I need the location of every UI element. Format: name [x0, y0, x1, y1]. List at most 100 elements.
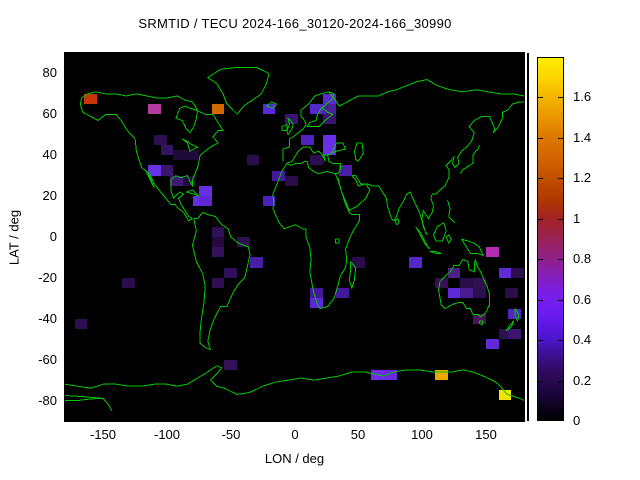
colorbar-tick-label: 0.6: [573, 292, 592, 307]
heatmap-cell: [323, 145, 336, 156]
coastline-path: [301, 92, 334, 127]
heatmap-cell: [160, 165, 174, 176]
colorbar-tick-mark: [538, 178, 543, 179]
heatmap-cell: [300, 134, 314, 145]
heatmap-cell: [485, 247, 499, 258]
heatmap-cell: [262, 104, 276, 115]
coastline-path: [182, 139, 197, 151]
heatmap-cell: [447, 267, 461, 278]
coastline-path: [433, 223, 446, 241]
coastline-path: [439, 259, 490, 316]
heatmap-cell: [211, 226, 225, 237]
heatmap-cell: [147, 165, 161, 176]
y-tick-label: -40: [38, 311, 57, 326]
heatmap-cell: [504, 288, 518, 299]
colorbar-tick-mark: [538, 219, 543, 220]
colorbar-tick-mark: [538, 97, 543, 98]
heatmap-cell: [284, 175, 298, 186]
heatmap-cell: [224, 359, 238, 370]
coastline-path: [448, 200, 456, 222]
x-tick-label: -150: [89, 427, 117, 442]
heatmap-cell: [434, 369, 448, 381]
x-tick-label: 0: [291, 427, 299, 442]
y-tick-label: 80: [42, 65, 57, 80]
coastline-path: [65, 366, 524, 401]
heatmap-cell: [460, 288, 474, 299]
colorbar-tick-mark: [558, 219, 563, 220]
colorbar-tick-mark: [558, 97, 563, 98]
y-tick-label: 60: [42, 106, 57, 121]
colorbar-tick-mark: [558, 138, 563, 139]
y-tick-label: 40: [42, 147, 57, 162]
heatmap-cell: [498, 390, 512, 401]
heatmap-cell: [498, 267, 512, 278]
heatmap-cell: [498, 329, 512, 340]
colorbar-tick-mark: [538, 300, 543, 301]
coastline-path: [328, 143, 346, 155]
heatmap-cell: [310, 104, 324, 115]
heatmap-cell: [447, 288, 461, 299]
coastline-path: [446, 235, 451, 243]
colorbar-tick-mark: [538, 138, 543, 139]
heatmap-cell: [473, 313, 486, 324]
x-tick-label: 50: [350, 427, 366, 442]
y-tick-label: -20: [38, 270, 57, 285]
colorbar-tick-label: 0.4: [573, 332, 592, 347]
heatmap-cell: [272, 170, 285, 181]
heatmap-cell: [508, 329, 521, 340]
colorbar-tick-mark: [538, 259, 543, 260]
colorbar-tick-label: 0.8: [573, 251, 592, 266]
heatmap-cell: [237, 237, 250, 248]
colorbar-tick-mark: [558, 178, 563, 179]
coastline-path: [287, 118, 293, 134]
coastline-path: [329, 80, 524, 107]
colorbar-gradient: [537, 57, 564, 421]
heatmap-cell: [473, 288, 486, 299]
colorbar-tick-label: 1.6: [573, 89, 592, 104]
heatmap-cell: [323, 134, 336, 145]
heatmap-cell: [186, 150, 199, 161]
coastline-path: [354, 143, 363, 161]
heatmap-cell: [323, 114, 336, 125]
coastline-path: [80, 92, 223, 219]
coastline-path: [65, 399, 101, 401]
heatmap-cell: [211, 247, 225, 258]
x-tick-label: -50: [221, 427, 241, 442]
coastline-path: [208, 67, 269, 114]
coastline-path: [479, 321, 483, 325]
heatmap-cell: [211, 237, 225, 248]
y-tick-label: 0: [49, 229, 57, 244]
heatmap-cell: [173, 150, 187, 161]
colorbar-tick-mark: [538, 340, 543, 341]
colorbar-tick-mark: [558, 381, 563, 382]
heatmap-cell: [409, 257, 423, 268]
coastline-path: [145, 170, 154, 188]
heatmap-cell: [224, 267, 238, 278]
heatmap-cell: [473, 277, 486, 289]
heatmap-cell: [154, 134, 168, 145]
heatmap-cell: [160, 145, 174, 156]
coastline-path: [430, 251, 441, 253]
plot-area: [64, 52, 525, 422]
heatmap-cell: [460, 277, 474, 289]
heatmap-cell: [383, 369, 397, 381]
world-coastline-map: [65, 53, 524, 421]
coastline-path: [273, 155, 360, 308]
y-tick-label: -60: [38, 352, 57, 367]
heatmap-cell: [211, 277, 225, 289]
x-tick-label: 100: [411, 427, 433, 442]
heatmap-cell: [249, 257, 263, 268]
colorbar-tick-label: 1.4: [573, 130, 592, 145]
heatmap-cell: [323, 104, 336, 115]
colorbar-tick-mark: [558, 300, 563, 301]
coastline-path: [349, 262, 355, 289]
heatmap-cell: [74, 318, 88, 329]
chart-title: SRMTID / TECU 2024-166_30120-2024-166_30…: [138, 16, 452, 31]
plot-right-border-line: [527, 53, 529, 421]
coastline-path: [515, 309, 519, 321]
heatmap-cell: [284, 114, 298, 125]
heatmap-cell: [434, 277, 448, 289]
y-tick-label: -80: [38, 393, 57, 408]
coastline-path: [395, 219, 399, 225]
heatmap-cell: [310, 288, 324, 299]
